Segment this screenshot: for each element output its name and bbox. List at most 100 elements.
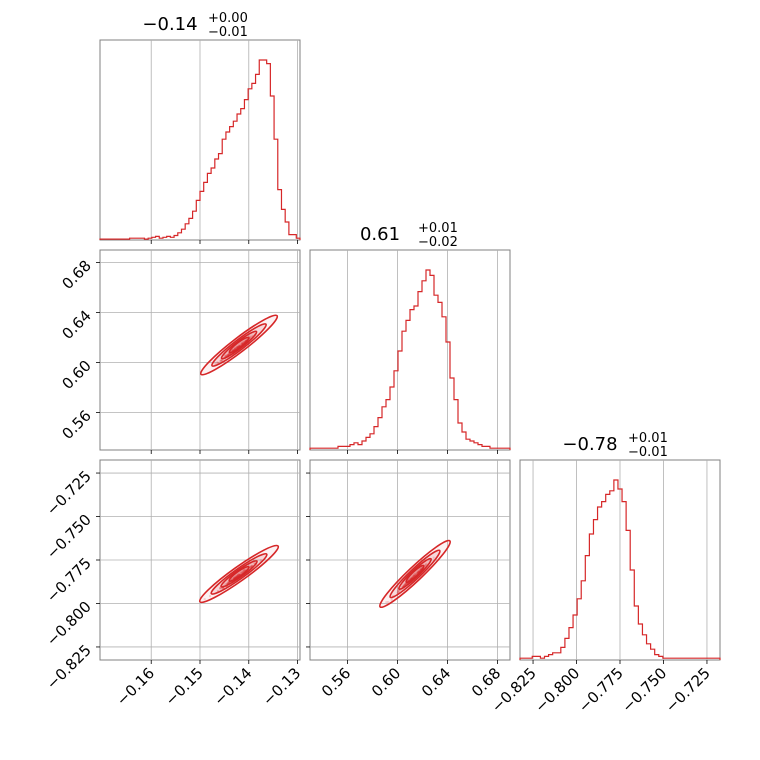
sample-point-1-0-136 xyxy=(231,349,234,352)
sample-point-2-0-13 xyxy=(234,576,237,579)
sample-point-2-1-0 xyxy=(416,572,419,575)
sample-point-2-1-18 xyxy=(417,571,420,574)
sample-point-2-0-48 xyxy=(226,582,229,585)
sample-point-1-0-148 xyxy=(236,346,239,349)
sample-point-2-1-54 xyxy=(404,583,407,586)
sample-point-2-0-116 xyxy=(228,581,231,584)
x-tick-label-1-1: 0.60 xyxy=(368,664,404,700)
sample-point-1-0-69 xyxy=(228,352,231,355)
param-1-minus: −0.02 xyxy=(418,235,458,250)
pair-marks-2-0 xyxy=(198,544,280,604)
sample-point-2-1-135 xyxy=(396,591,399,594)
sample-point-1-0-64 xyxy=(237,346,240,349)
y-tick-label-1-0: 0.56 xyxy=(58,407,94,443)
sample-point-2-0-27 xyxy=(242,571,245,574)
sample-point-2-0-150 xyxy=(251,565,254,568)
sample-point-1-0-129 xyxy=(238,345,241,348)
sample-point-2-1-2 xyxy=(413,573,416,576)
sample-point-2-1-67 xyxy=(402,584,405,587)
sample-point-2-0-50 xyxy=(235,576,238,579)
sample-point-2-1-122 xyxy=(401,586,404,589)
param-0-median: −0.14 xyxy=(142,14,197,35)
sample-point-2-1-117 xyxy=(417,570,420,573)
sample-point-1-0-88 xyxy=(248,337,251,340)
sample-point-2-0-108 xyxy=(225,583,228,586)
sample-point-2-0-16 xyxy=(236,575,239,578)
sample-point-2-1-19 xyxy=(396,591,399,594)
y-tick-label-1-3: 0.68 xyxy=(58,257,94,293)
param-2-median: −0.78 xyxy=(562,434,617,455)
sample-point-2-0-33 xyxy=(240,572,243,575)
sample-point-2-1-157 xyxy=(411,577,414,580)
sample-point-2-0-19 xyxy=(239,573,242,576)
param-0-plus: +0.00 xyxy=(208,11,248,26)
sample-point-2-0-84 xyxy=(208,595,211,598)
sample-point-1-0-98 xyxy=(224,354,227,357)
sample-point-2-1-28 xyxy=(407,582,410,585)
sample-point-1-0-87 xyxy=(237,345,240,348)
sample-point-2-1-60 xyxy=(408,577,411,580)
sample-point-1-0-3 xyxy=(237,346,240,349)
sample-point-2-0-62 xyxy=(250,565,253,568)
sample-point-2-0-145 xyxy=(239,573,242,576)
x-tick-label-2-3: −0.750 xyxy=(618,664,670,716)
sample-point-1-0-2 xyxy=(238,345,241,348)
sample-point-2-1-8 xyxy=(407,579,410,582)
sample-point-2-0-113 xyxy=(232,578,235,581)
sample-point-2-1-74 xyxy=(425,563,428,566)
sample-point-2-0-53 xyxy=(234,576,237,579)
sample-point-2-0-114 xyxy=(226,582,229,585)
sample-point-1-0-6 xyxy=(225,355,228,358)
sample-point-1-0-65 xyxy=(236,345,239,348)
sample-point-2-1-12 xyxy=(397,591,400,594)
sample-point-2-0-127 xyxy=(243,568,246,571)
sample-point-2-0-142 xyxy=(220,587,223,590)
sample-point-2-1-130 xyxy=(410,578,413,581)
sample-point-1-0-57 xyxy=(241,342,244,345)
sample-point-2-1-58 xyxy=(419,568,422,571)
sample-point-2-1-152 xyxy=(424,565,427,568)
sample-point-1-0-49 xyxy=(227,354,230,357)
sample-point-1-0-133 xyxy=(238,345,241,348)
sample-point-2-0-100 xyxy=(250,564,253,567)
sample-point-2-0-159 xyxy=(222,587,225,590)
sample-point-2-0-101 xyxy=(243,569,246,572)
sample-point-1-0-30 xyxy=(240,342,243,345)
density-contour-1-0-1 xyxy=(211,323,267,367)
sample-point-1-0-22 xyxy=(228,353,231,356)
sample-point-1-0-1 xyxy=(231,349,234,352)
sample-point-2-0-44 xyxy=(218,587,221,590)
sample-point-2-1-32 xyxy=(412,576,415,579)
sample-point-1-0-122 xyxy=(214,363,217,366)
sample-point-2-0-126 xyxy=(249,566,252,569)
sample-point-2-0-64 xyxy=(234,576,237,579)
sample-point-1-0-5 xyxy=(216,362,219,365)
y-tick-label-2-0: −0.825 xyxy=(43,641,95,693)
sample-point-2-0-18 xyxy=(241,572,244,575)
sample-point-2-0-128 xyxy=(249,566,252,569)
sample-point-1-0-27 xyxy=(243,340,246,343)
sample-point-2-1-112 xyxy=(419,568,422,571)
sample-point-1-0-81 xyxy=(234,348,237,351)
sample-point-2-0-155 xyxy=(251,565,254,568)
sample-point-2-0-143 xyxy=(236,575,239,578)
sample-point-2-1-134 xyxy=(402,584,405,587)
sample-point-2-1-148 xyxy=(421,566,424,569)
sample-point-2-1-1 xyxy=(416,572,419,575)
sample-point-2-1-79 xyxy=(406,580,409,583)
x-tick-label-0-3: −0.13 xyxy=(259,664,304,709)
sample-point-2-0-144 xyxy=(237,574,240,577)
sample-point-2-1-92 xyxy=(403,583,406,586)
sample-point-2-1-45 xyxy=(403,584,406,587)
sample-point-2-0-120 xyxy=(238,573,241,576)
sample-point-2-1-156 xyxy=(417,571,420,574)
sample-point-2-0-69 xyxy=(228,581,231,584)
sample-point-2-1-83 xyxy=(416,571,419,574)
sample-point-1-0-77 xyxy=(234,347,237,350)
sample-point-1-0-43 xyxy=(249,335,252,338)
sample-point-2-0-42 xyxy=(227,582,230,585)
sample-point-2-1-38 xyxy=(413,574,416,577)
sample-point-1-0-37 xyxy=(239,344,242,347)
histogram-2 xyxy=(519,479,721,660)
sample-point-1-0-39 xyxy=(248,338,251,341)
